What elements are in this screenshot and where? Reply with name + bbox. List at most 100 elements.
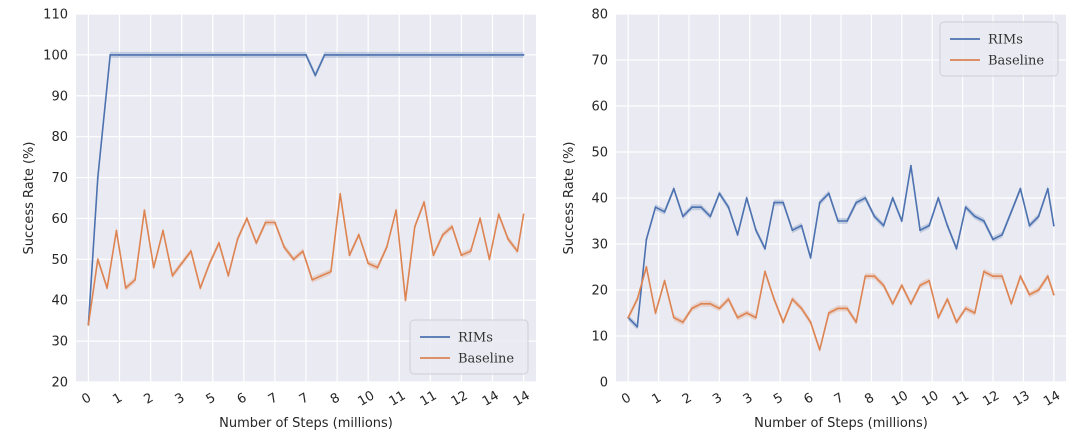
chart-1-series-rims-point xyxy=(782,201,785,204)
chart-0-series-baseline-point xyxy=(302,250,304,253)
chart-0-series-baseline-point xyxy=(488,258,491,261)
chart-1-series-rims-point xyxy=(691,206,693,209)
chart-1-series-rims-point xyxy=(946,224,949,227)
chart-0-xtick-label: 8 xyxy=(328,390,343,407)
chart-1-series-rims-point xyxy=(672,187,675,190)
chart-0-series-baseline-point xyxy=(404,299,407,302)
chart-1-series-baseline-point xyxy=(992,275,994,278)
chart-1-series-rims-point xyxy=(709,215,712,218)
chart-1-ytick-label: 10 xyxy=(591,330,608,345)
chart-1-xtick-label: 3 xyxy=(741,390,756,407)
chart-1-series-rims-point xyxy=(891,197,894,199)
chart-0-series-baseline-point xyxy=(367,262,370,265)
chart-0-series-baseline-point xyxy=(423,201,425,204)
chart-1-series-rims-point xyxy=(973,215,976,218)
chart-1-series-baseline-point xyxy=(1028,293,1031,296)
chart-1-series-rims-point xyxy=(983,220,985,222)
chart-1-series-baseline-point xyxy=(709,302,712,305)
chart-1-series-rims-point xyxy=(882,224,885,227)
chart-0-series-rims-point xyxy=(336,54,338,56)
chart-1-series-rims-point xyxy=(900,220,903,222)
chart-1-series-rims-point xyxy=(773,201,775,204)
chart-1-xtick-label: 8 xyxy=(862,390,877,407)
chart-0-ytick-label: 20 xyxy=(51,376,68,391)
chart-0-series-baseline-point xyxy=(199,287,202,289)
chart-1-xtick-label: 6 xyxy=(802,390,817,407)
chart-1-xtick-label: 10 xyxy=(889,388,911,409)
chart-1-series-baseline-point xyxy=(983,270,985,273)
chart-1-series-baseline-point xyxy=(663,279,666,282)
chart-1-series-rims-point xyxy=(1052,224,1055,227)
chart-0-ytick-label: 50 xyxy=(51,253,68,268)
chart-0-series-baseline-point xyxy=(283,246,286,249)
chart-0-series-baseline-point xyxy=(190,250,192,253)
chart-0-series-baseline-point xyxy=(134,278,137,281)
chart-1-series-rims-point xyxy=(636,325,639,328)
chart-1-ytick-label: 80 xyxy=(591,8,608,23)
chart-0-series-baseline-point xyxy=(348,254,351,257)
chart-0-series-rims-point xyxy=(305,54,307,56)
chart-1-series-baseline-point xyxy=(782,321,785,324)
chart-1-series-baseline-point xyxy=(755,316,757,319)
chart-1-ytick-label: 70 xyxy=(591,54,608,69)
chart-0-series-baseline-point xyxy=(497,213,500,216)
chart-1-series-rims-point xyxy=(791,229,794,232)
chart-0-series-baseline-point xyxy=(441,233,444,236)
chart-0-ytick-label: 110 xyxy=(43,8,68,23)
chart-1-series-baseline-point xyxy=(627,316,630,319)
chart-1-series-baseline-point xyxy=(900,284,903,287)
chart-1-series-baseline-point xyxy=(645,266,648,268)
chart-1-series-baseline-line xyxy=(627,266,1055,351)
chart-0-series-rims-point xyxy=(118,54,121,56)
chart-1-series-baseline-point xyxy=(1052,293,1055,296)
chart-1-series-rims-point xyxy=(873,215,876,218)
chart-0-ytick-label: 30 xyxy=(51,335,68,350)
chart-0-series-rims-point xyxy=(242,54,245,56)
chart-1-series-baseline-point xyxy=(727,298,730,301)
chart-0-series-baseline-point xyxy=(516,250,519,253)
chart-1-ytick-label: 50 xyxy=(591,146,608,161)
chart-0-x-axis-title: Number of Steps (millions) xyxy=(219,416,393,431)
chart-0-series-baseline-point xyxy=(208,262,211,265)
chart-1-series-rims-point xyxy=(663,210,666,213)
chart-1-series-rims-line xyxy=(627,165,1055,328)
chart-0-series-baseline-point xyxy=(507,238,509,240)
chart-1-series-baseline-point xyxy=(973,312,976,314)
chart-0-ytick-label: 40 xyxy=(51,294,68,309)
chart-1-series-rims-point xyxy=(910,164,912,167)
chart-0-series-baseline-point xyxy=(376,266,379,269)
chart-1-xtick-label: 13 xyxy=(1011,388,1033,409)
chart-1-series-baseline-point xyxy=(946,298,949,301)
chart-0-series-baseline-point xyxy=(320,274,323,277)
chart-1-series-baseline-point xyxy=(891,302,894,305)
chart-0-xtick-label: 5 xyxy=(204,390,219,407)
chart-0-legend-label-rims: RIMs xyxy=(458,331,493,346)
chart-0-ytick-label: 90 xyxy=(51,89,68,104)
chart-1-series-rims-point xyxy=(1019,187,1022,190)
chart-1-series-baseline-point xyxy=(636,298,639,301)
chart-0-series-baseline-point xyxy=(479,217,481,220)
chart-0-series-rims-point xyxy=(149,54,152,56)
chart-1-series-baseline-point xyxy=(791,298,794,301)
chart-0-xtick-label: 10 xyxy=(355,388,377,409)
chart-0-xtick-label: 11 xyxy=(418,388,440,409)
chart-0-xtick-label: 14 xyxy=(511,388,533,409)
chart-1-series-rims-point xyxy=(1037,215,1040,218)
chart-1-series-rims-point xyxy=(654,206,657,209)
chart-0-series-rims-point xyxy=(211,54,214,56)
chart-1-series-rims-point xyxy=(992,238,994,241)
chart-0-series-rims-point xyxy=(398,54,401,56)
chart-1-series-baseline-point xyxy=(745,312,748,314)
chart-0-xtick-label: 6 xyxy=(235,390,250,407)
chart-1-series-baseline-point xyxy=(672,316,675,319)
chart-0-ytick-label: 100 xyxy=(43,48,68,63)
chart-1-series-rims-point xyxy=(919,229,921,232)
chart-1-series-rims-point xyxy=(964,206,967,209)
chart-1-series-baseline-point xyxy=(910,302,912,305)
chart-1-series-baseline-point xyxy=(654,312,657,314)
chart-1-series-baseline-point xyxy=(837,307,839,310)
chart-0-xtick-label: 0 xyxy=(79,390,94,407)
chart-1-xtick-label: 3 xyxy=(710,390,725,407)
chart-1-series-baseline-point xyxy=(800,307,803,310)
